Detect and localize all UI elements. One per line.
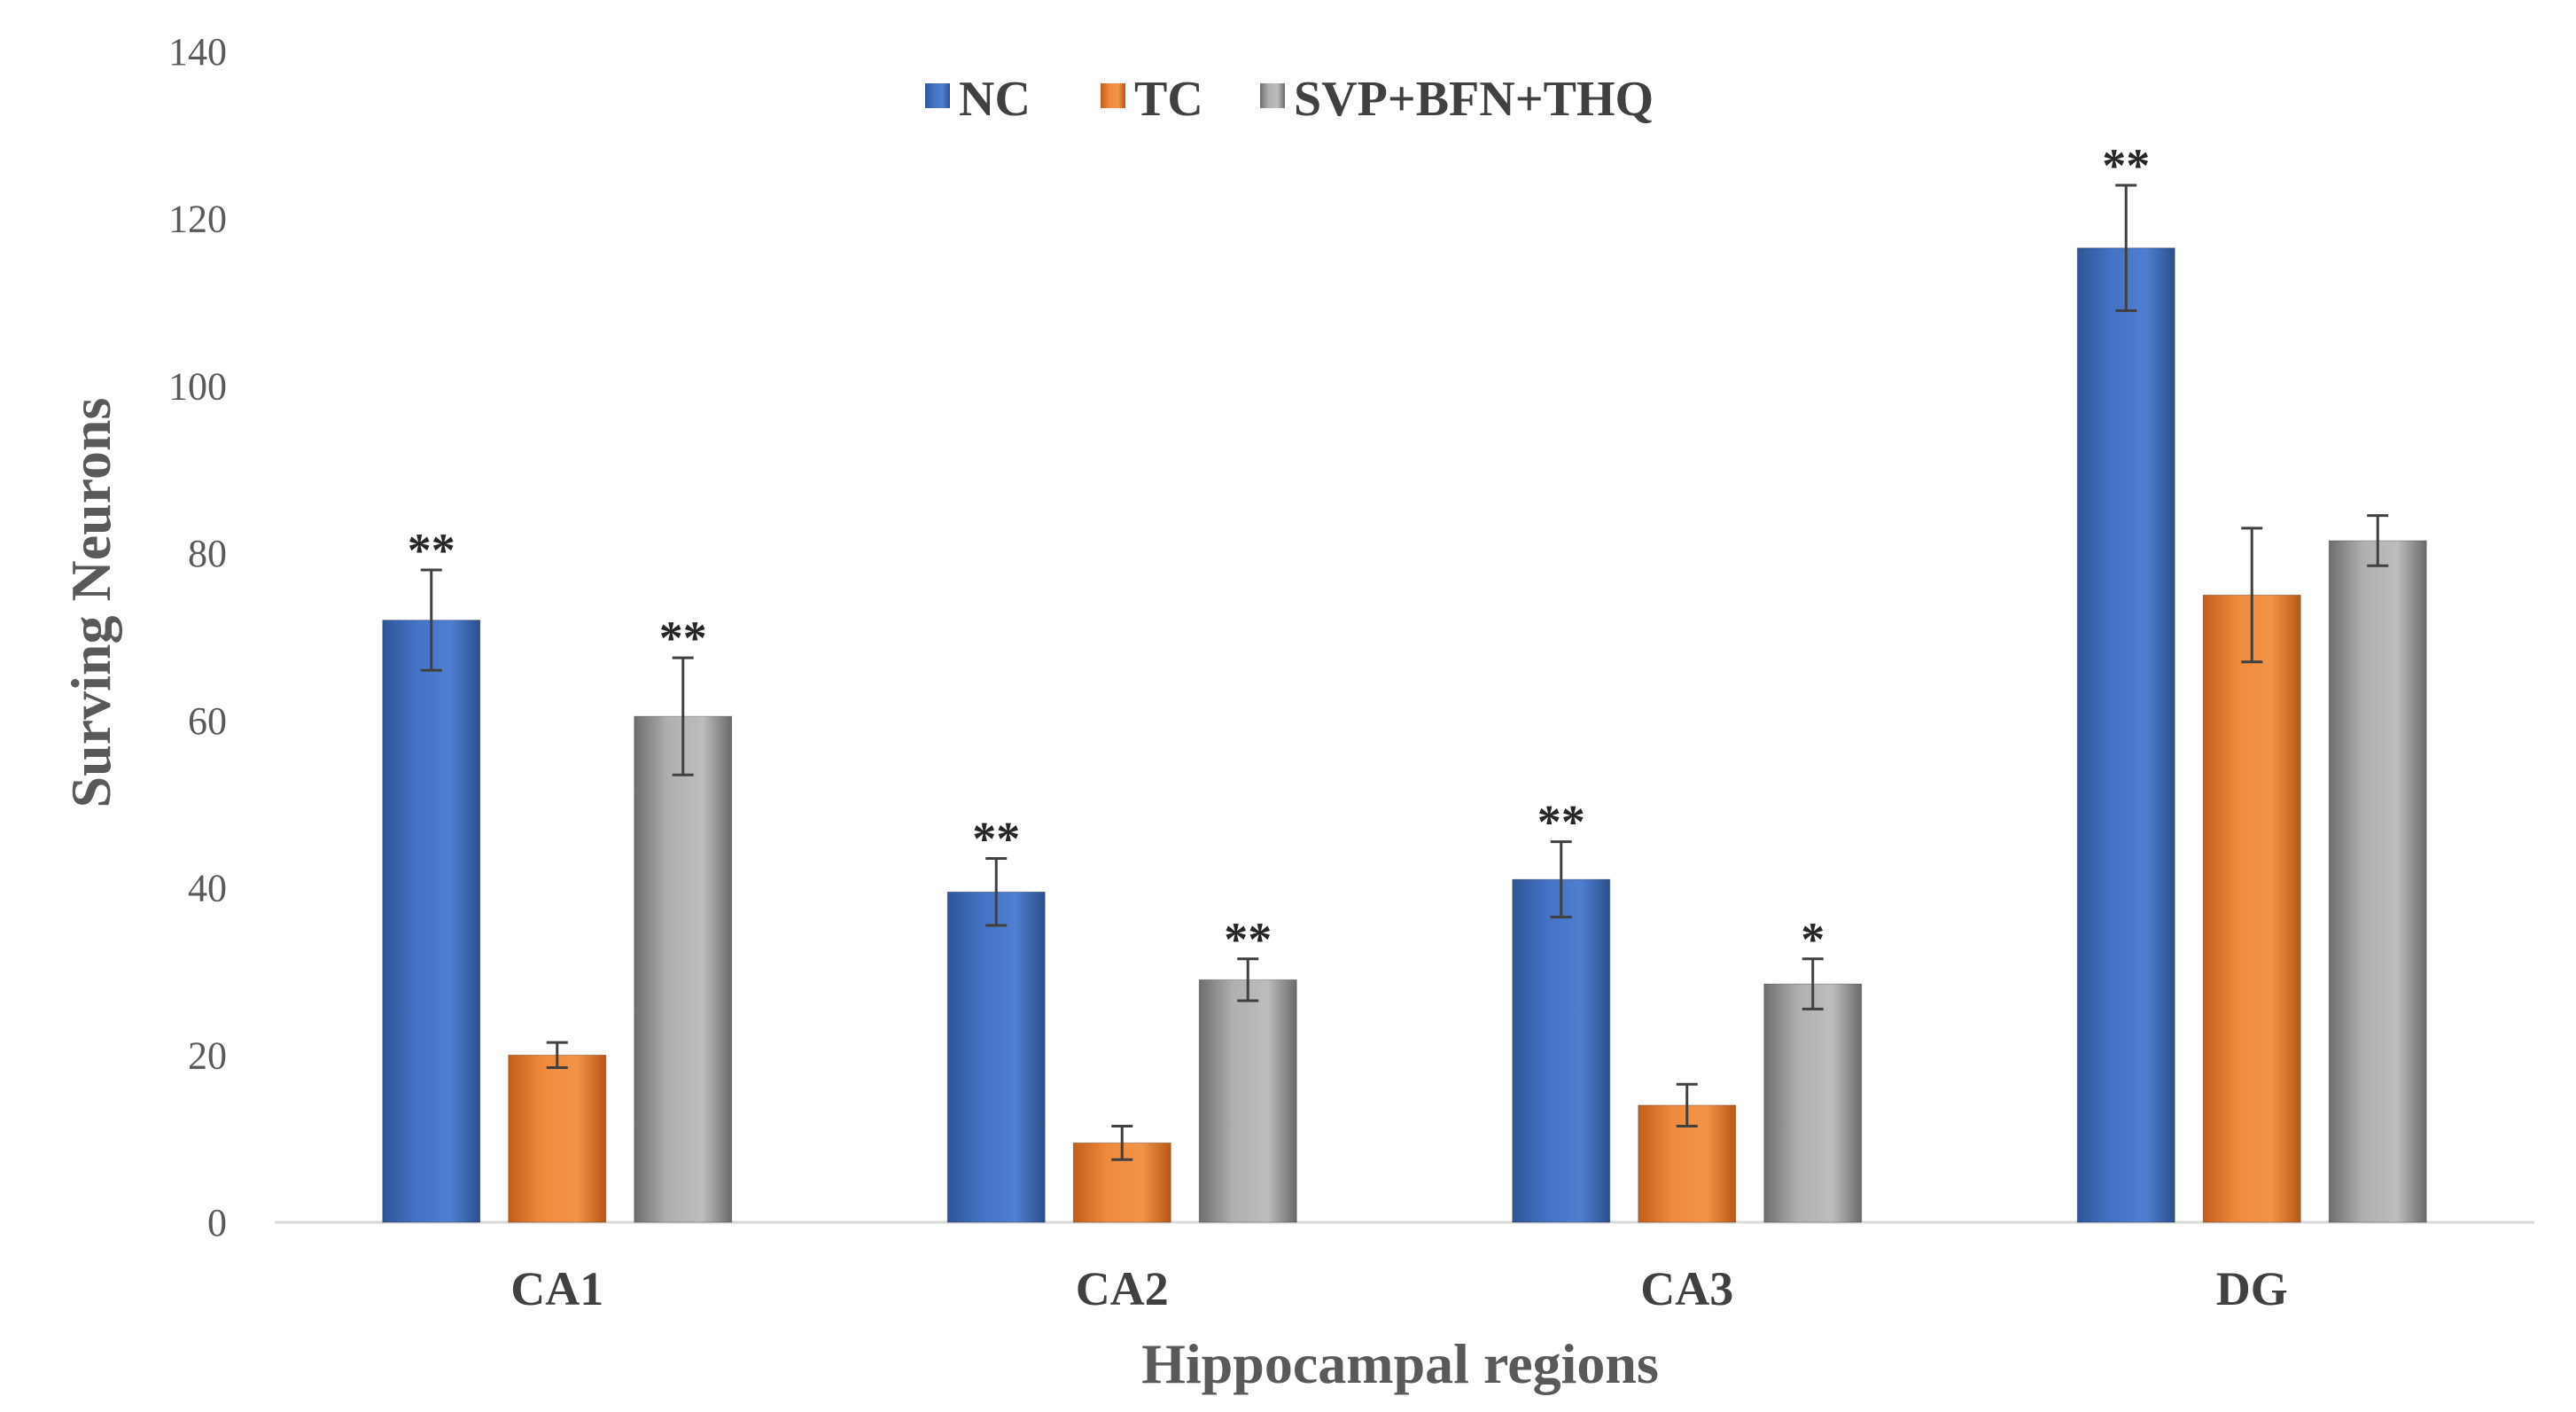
legend-label-nc: NC (959, 72, 1031, 127)
y-tick-label: 60 (188, 699, 227, 743)
bar-svp-bfn-thq-ca2 (1198, 979, 1297, 1223)
bar-nc-dg (2076, 247, 2175, 1223)
bar-nc-ca1 (382, 620, 481, 1223)
bar-tc-dg (2202, 594, 2301, 1223)
bar-nc-ca2 (946, 891, 1046, 1223)
significance-label: ** (1537, 796, 1585, 849)
significance-label: ** (972, 813, 1020, 866)
legend-item-tc: TC (1101, 72, 1203, 127)
bar-tc-ca1 (508, 1054, 607, 1223)
legend-item-svp-bfn-thq: SVP+BFN+THQ (1260, 72, 1654, 127)
x-axis-title: Hippocampal regions (1141, 1332, 1659, 1395)
legend-swatch-nc (925, 83, 950, 108)
legend-item-nc: NC (925, 72, 1031, 127)
y-tick-label: 100 (168, 364, 227, 408)
significance-label: ** (659, 612, 707, 665)
legend-swatch-svp-bfn-thq (1260, 83, 1285, 108)
bar-svp-bfn-thq-ca1 (634, 715, 733, 1223)
y-tick-label: 140 (168, 30, 227, 74)
legend-label-svp-bfn-thq: SVP+BFN+THQ (1294, 72, 1654, 127)
significance-label: ** (2102, 139, 2150, 192)
significance-label: ** (1224, 913, 1272, 966)
significance-label: ** (408, 524, 455, 577)
y-tick-label: 40 (188, 867, 227, 910)
x-tick-label-ca1: CA1 (510, 1262, 603, 1315)
bar-nc-ca3 (1512, 878, 1611, 1223)
bar-svp-bfn-thq-ca3 (1763, 983, 1863, 1223)
y-tick-label: 120 (168, 198, 227, 241)
y-axis-title: Surving Neurons (59, 398, 122, 808)
x-tick-label-ca3: CA3 (1640, 1262, 1733, 1315)
bar-series: ************* (382, 139, 2427, 1223)
y-tick-label: 20 (188, 1034, 227, 1077)
significance-label: * (1801, 913, 1825, 966)
x-tick-label-dg: DG (2216, 1262, 2288, 1315)
x-axis-category-labels: CA1 CA2 CA3 DG (510, 1262, 2288, 1315)
y-axis: 0 20 40 60 80 100 120 140 (168, 30, 227, 1244)
y-tick-label: 0 (207, 1201, 227, 1244)
legend-swatch-tc (1101, 83, 1125, 108)
bar-svp-bfn-thq-dg (2328, 540, 2427, 1223)
legend-label-tc: TC (1134, 72, 1203, 127)
y-tick-label: 80 (188, 532, 227, 575)
x-tick-label-ca2: CA2 (1076, 1262, 1169, 1315)
legend: NC TC SVP+BFN+THQ (925, 72, 1654, 127)
